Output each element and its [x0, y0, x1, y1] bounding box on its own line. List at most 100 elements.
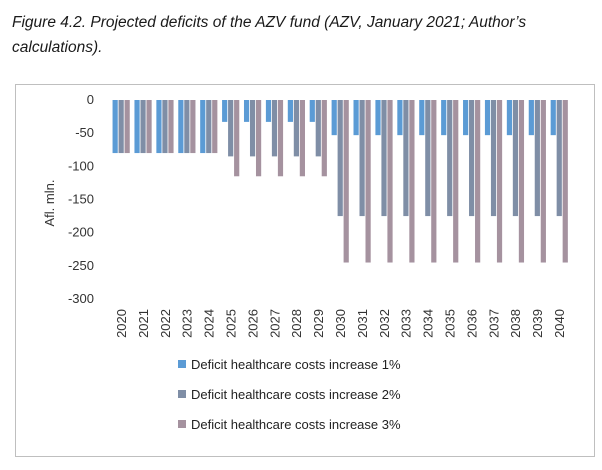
bar-1-2028: [287, 100, 293, 122]
bar-2-2026: [249, 100, 256, 157]
x-tick-label: 2027: [267, 309, 282, 338]
bar-2-2036: [469, 100, 475, 217]
bar-2-2035: [447, 100, 453, 217]
bar-2-2021: [140, 100, 146, 154]
bar-2-2025: [228, 100, 234, 157]
bar-1-2037: [484, 100, 491, 136]
legend-label: Deficit healthcare costs increase 3%: [191, 416, 401, 432]
x-tick-label: 2035: [443, 309, 458, 338]
chart-area: 0 -50 -100 -150 -200 -250 -300 2020 2021 2022 202…: [15, 84, 595, 457]
x-tick-label: 2022: [158, 309, 173, 338]
bar-1-2027: [265, 100, 272, 122]
bar-1-2024: [200, 100, 206, 154]
y-axis-label: Afl. mln.: [42, 180, 57, 227]
bar-1-2040: [550, 100, 556, 136]
legend-label: Deficit healthcare costs increase 2%: [191, 386, 401, 402]
y-axis-ticks: 0 -50 -100 -150 -200 -250 -300: [68, 92, 94, 306]
bar-3-2038: [518, 100, 525, 263]
bar-1-2030: [331, 100, 337, 136]
bar-1-2023: [178, 100, 184, 154]
bar-3-2020: [124, 100, 130, 154]
bar-2-2020: [118, 100, 124, 154]
x-tick-label: 2038: [508, 309, 523, 338]
y-tick-label: -250: [68, 258, 94, 273]
bar-3-2026: [255, 100, 262, 177]
bar-1-2035: [441, 100, 447, 136]
bar-1-2032: [375, 100, 381, 136]
x-tick-label: 2023: [180, 309, 195, 338]
bar-2-2028: [293, 100, 299, 157]
x-tick-label: 2040: [552, 309, 567, 338]
x-tick-label: 2021: [136, 309, 151, 338]
bars: [112, 100, 568, 263]
x-tick-label: 2031: [355, 309, 370, 338]
legend-swatch: [178, 390, 186, 398]
bar-1-2038: [506, 100, 513, 136]
x-tick-label: 2028: [289, 309, 304, 338]
bar-3-2021: [146, 100, 152, 154]
legend-item: Deficit healthcare costs increase 2%: [178, 385, 401, 403]
bar-2-2027: [271, 100, 278, 157]
bar-2-2034: [425, 100, 431, 217]
bar-2-2022: [162, 100, 168, 154]
bar-3-2035: [453, 100, 459, 263]
y-tick-label: -200: [68, 225, 94, 240]
bar-3-2031: [365, 100, 371, 263]
y-tick-label: 0: [87, 92, 94, 107]
bar-1-2034: [419, 100, 425, 136]
y-tick-label: -100: [68, 158, 94, 173]
x-tick-label: 2033: [399, 309, 414, 338]
bar-3-2036: [475, 100, 481, 263]
bar-3-2032: [387, 100, 393, 263]
x-tick-label: 2037: [486, 309, 501, 338]
x-tick-label: 2034: [421, 309, 436, 338]
bar-3-2033: [409, 100, 415, 263]
bar-2-2038: [512, 100, 519, 217]
figure-caption: Figure 4.2. Projected deficits of the AZ…: [12, 14, 527, 56]
chart-legend: Deficit healthcare costs increase 1% Defi…: [178, 355, 401, 445]
bar-2-2037: [490, 100, 497, 217]
bar-3-2025: [234, 100, 240, 177]
legend-label: Deficit healthcare costs increase 1%: [191, 356, 401, 372]
x-tick-label: 2029: [311, 309, 326, 338]
bar-2-2023: [184, 100, 190, 154]
bar-2-2024: [206, 100, 212, 154]
bar-1-2039: [528, 100, 534, 136]
x-axis-ticks: 2020 2021 2022 2023 2024 2025 2026 2027 2028 2029…: [114, 309, 567, 338]
bar-1-2036: [463, 100, 469, 136]
legend-swatch: [178, 360, 186, 368]
bar-3-2039: [540, 100, 546, 263]
bar-1-2021: [134, 100, 140, 154]
bar-3-2037: [496, 100, 503, 263]
bar-3-2028: [299, 100, 305, 177]
x-tick-label: 2026: [245, 309, 260, 338]
bar-2-2039: [534, 100, 540, 217]
bar-1-2031: [353, 100, 359, 136]
x-tick-label: 2032: [377, 309, 392, 338]
bar-1-2020: [112, 100, 118, 154]
x-tick-label: 2024: [202, 309, 217, 338]
y-tick-label: -150: [68, 192, 94, 207]
bar-3-2029: [321, 100, 327, 177]
y-tick-label: -300: [68, 291, 94, 306]
bar-2-2030: [337, 100, 343, 217]
x-tick-label: 2036: [464, 309, 479, 338]
x-tick-label: 2025: [223, 309, 238, 338]
legend-item: Deficit healthcare costs increase 1%: [178, 355, 401, 373]
bar-2-2031: [359, 100, 365, 217]
y-tick-label: -50: [75, 125, 94, 140]
bar-3-2040: [562, 100, 568, 263]
bar-3-2027: [277, 100, 284, 177]
bar-2-2033: [403, 100, 409, 217]
legend-swatch: [178, 420, 186, 428]
bar-3-2023: [190, 100, 196, 154]
x-tick-label: 2039: [530, 309, 545, 338]
legend-item: Deficit healthcare costs increase 3%: [178, 415, 401, 433]
bar-3-2024: [212, 100, 218, 154]
bar-2-2032: [381, 100, 387, 217]
bar-1-2026: [243, 100, 250, 122]
bar-1-2029: [309, 100, 315, 122]
bar-1-2022: [156, 100, 162, 154]
bar-2-2040: [556, 100, 562, 217]
chart-svg: 0-50-100-150-200-250-300 2020 2021 2022 202…: [42, 92, 568, 338]
